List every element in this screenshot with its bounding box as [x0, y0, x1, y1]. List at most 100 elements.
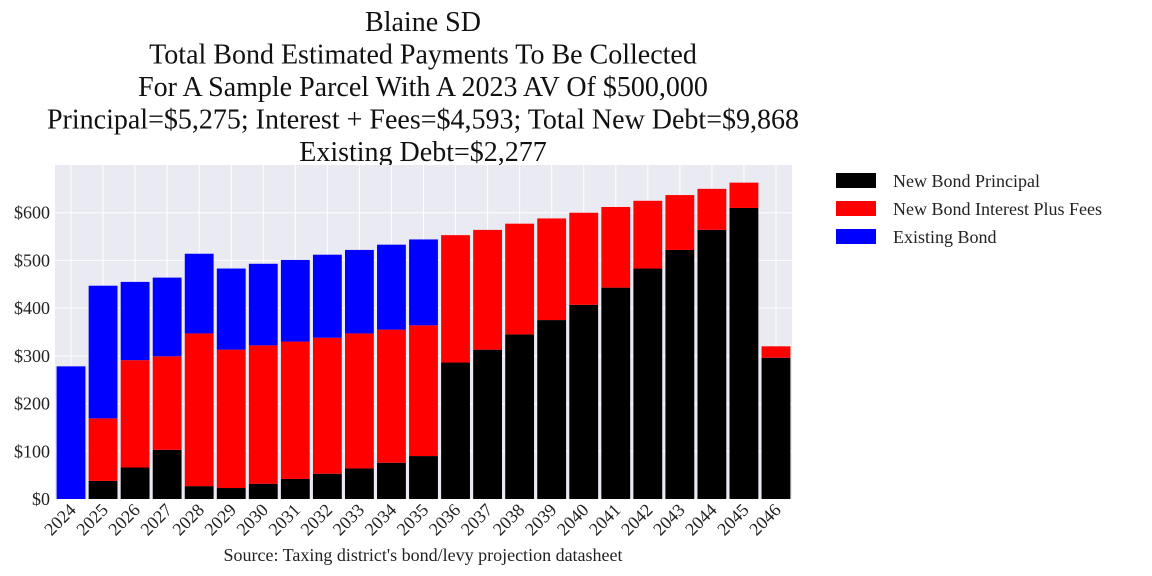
- x-tick-label: 2026: [104, 500, 144, 540]
- bar-existing-bond-2029: [216, 268, 246, 350]
- x-tick-label: 2033: [329, 500, 369, 540]
- bar-new-bond-principal-2040: [569, 304, 599, 499]
- chart-title-line: Existing Debt=$2,277: [299, 137, 547, 168]
- y-tick-label: $200: [14, 394, 50, 414]
- bar-new-bond-principal-2031: [280, 478, 310, 499]
- bar-new-bond-interest-plus-fees-2028: [184, 333, 214, 487]
- y-tick-label: $100: [14, 441, 50, 461]
- bar-new-bond-principal-2033: [344, 468, 374, 499]
- bar-new-bond-principal-2046: [761, 357, 791, 499]
- bar-new-bond-interest-plus-fees-2036: [441, 235, 470, 363]
- bar-new-bond-principal-2039: [537, 320, 567, 499]
- x-tick-label: 2025: [72, 500, 112, 540]
- bar-new-bond-interest-plus-fees-2025: [88, 418, 118, 481]
- x-tick-label: 2039: [521, 500, 561, 540]
- x-tick-label: 2045: [713, 500, 753, 540]
- bar-existing-bond-2030: [248, 263, 278, 346]
- chart-title-line: For A Sample Parcel With A 2023 AV Of $5…: [138, 72, 708, 103]
- x-tick-label: 2037: [457, 500, 497, 540]
- x-axis-label: Source: Taxing district's bond/levy proj…: [223, 545, 622, 565]
- chart-title-line: Principal=$5,275; Interest + Fees=$4,593…: [47, 105, 799, 136]
- bar-new-bond-principal-2044: [697, 229, 727, 500]
- bar-new-bond-interest-plus-fees-2045: [729, 182, 759, 208]
- bar-new-bond-interest-plus-fees-2030: [248, 345, 278, 484]
- bar-new-bond-interest-plus-fees-2032: [312, 337, 342, 474]
- bar-existing-bond-2033: [344, 249, 374, 334]
- x-tick-label: 2042: [617, 500, 657, 540]
- y-tick-label: $400: [14, 298, 50, 318]
- bar-new-bond-interest-plus-fees-2042: [633, 200, 663, 269]
- bar-new-bond-interest-plus-fees-2033: [344, 333, 374, 469]
- x-tick-label: 2031: [265, 500, 305, 540]
- x-tick-label: 2029: [200, 500, 240, 540]
- bar-new-bond-interest-plus-fees-2035: [409, 325, 438, 457]
- bar-new-bond-principal-2030: [248, 483, 278, 499]
- bar-new-bond-principal-2026: [120, 467, 150, 499]
- x-tick-label: 2044: [681, 500, 721, 540]
- y-axis: $0 $100 $200 $300 $400 $500 $600: [14, 203, 50, 509]
- bar-new-bond-principal-2043: [665, 249, 695, 499]
- x-tick-label: 2035: [393, 500, 433, 540]
- bar-new-bond-principal-2027: [152, 449, 182, 499]
- bar-new-bond-interest-plus-fees-2031: [280, 341, 310, 479]
- bar-new-bond-interest-plus-fees-2029: [216, 349, 246, 489]
- bar-new-bond-principal-2036: [441, 362, 470, 499]
- bar-new-bond-interest-plus-fees-2039: [537, 218, 567, 321]
- bar-new-bond-principal-2045: [729, 207, 759, 499]
- bar-new-bond-interest-plus-fees-2026: [120, 360, 150, 468]
- bar-new-bond-principal-2025: [88, 480, 118, 499]
- bar-existing-bond-2028: [184, 253, 214, 334]
- bar-new-bond-principal-2037: [473, 349, 503, 499]
- x-tick-label: 2027: [136, 500, 176, 540]
- bar-new-bond-principal-2028: [184, 486, 214, 499]
- bar-existing-bond-2031: [280, 259, 310, 342]
- y-tick-label: $600: [14, 203, 50, 223]
- legend-label: New Bond Interest Plus Fees: [893, 199, 1102, 219]
- x-tick-label: 2038: [489, 500, 529, 540]
- chart-title-line: Total Bond Estimated Payments To Be Coll…: [149, 40, 697, 71]
- bar-existing-bond-2024: [56, 366, 86, 499]
- bar-new-bond-interest-plus-fees-2034: [377, 329, 406, 463]
- bar-existing-bond-2026: [120, 281, 150, 361]
- x-tick-label: 2034: [361, 500, 401, 540]
- x-tick-label: 2032: [297, 500, 337, 540]
- x-tick-label: 2043: [649, 500, 689, 540]
- bar-new-bond-interest-plus-fees-2043: [665, 195, 695, 250]
- bar-new-bond-principal-2029: [216, 488, 246, 499]
- y-tick-label: $300: [14, 346, 50, 366]
- x-tick-label: 2030: [233, 500, 273, 540]
- bar-existing-bond-2032: [312, 254, 342, 338]
- legend: New Bond Principal New Bond Interest Plus…: [836, 171, 1102, 247]
- x-tick-label: 2040: [553, 500, 593, 540]
- bar-new-bond-interest-plus-fees-2038: [505, 223, 535, 335]
- bar-existing-bond-2034: [377, 244, 406, 330]
- legend-label: Existing Bond: [893, 227, 997, 247]
- bar-new-bond-principal-2038: [505, 334, 535, 499]
- bar-existing-bond-2027: [152, 277, 182, 357]
- legend-swatch: [836, 173, 876, 188]
- legend-label: New Bond Principal: [893, 171, 1040, 191]
- x-tick-label: 2046: [745, 500, 785, 540]
- bar-new-bond-interest-plus-fees-2041: [601, 206, 631, 288]
- bar-new-bond-interest-plus-fees-2027: [152, 356, 182, 450]
- bars: [56, 182, 791, 500]
- bar-new-bond-interest-plus-fees-2044: [697, 188, 727, 230]
- x-tick-label: 2028: [168, 500, 208, 540]
- bar-new-bond-interest-plus-fees-2037: [473, 229, 503, 350]
- bar-existing-bond-2025: [88, 285, 118, 419]
- legend-swatch: [836, 201, 876, 216]
- bar-new-bond-principal-2032: [312, 473, 342, 499]
- x-axis: 2024202520262027202820292030203120322033…: [40, 500, 785, 540]
- y-tick-label: $0: [32, 489, 50, 509]
- bar-new-bond-interest-plus-fees-2040: [569, 212, 599, 305]
- chart-title-line: Blaine SD: [365, 7, 481, 38]
- x-tick-label: 2041: [585, 500, 625, 540]
- bar-existing-bond-2035: [409, 239, 438, 326]
- y-tick-label: $500: [14, 250, 50, 270]
- bar-new-bond-interest-plus-fees-2046: [761, 346, 791, 358]
- x-tick-label: 2036: [425, 500, 465, 540]
- bar-new-bond-principal-2042: [633, 268, 663, 499]
- bar-new-bond-principal-2041: [601, 287, 631, 499]
